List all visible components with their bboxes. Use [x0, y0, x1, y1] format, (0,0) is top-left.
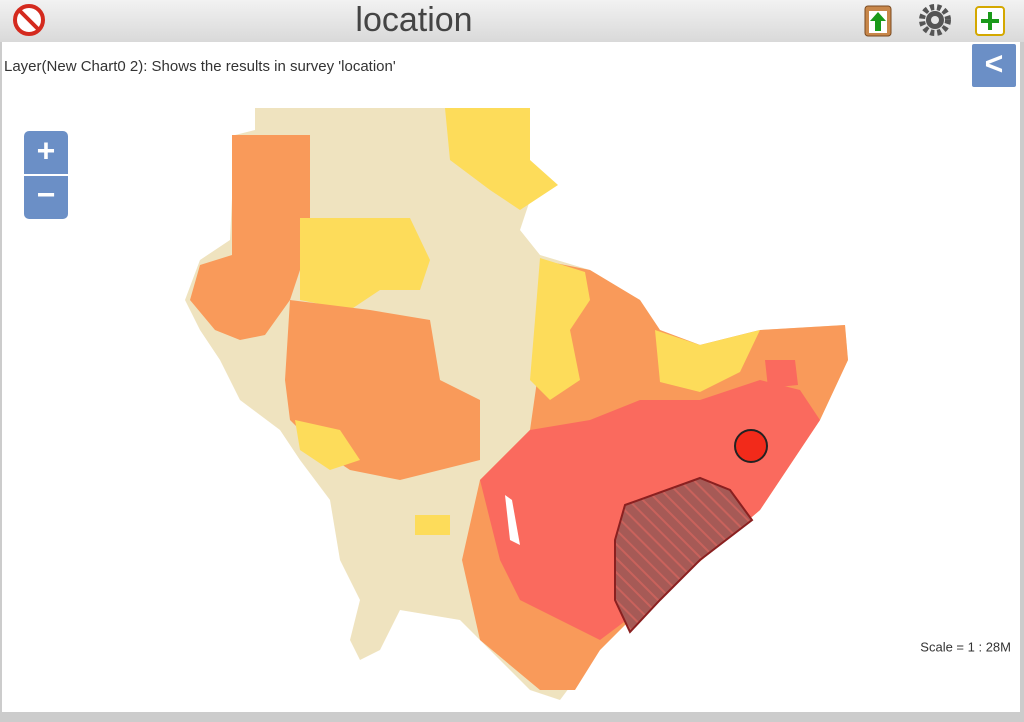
zoom-out[interactable]: −: [37, 176, 56, 212]
page-title: location: [355, 1, 472, 39]
layer-description: Layer(New Chart0 2): Shows the results i…: [4, 58, 396, 75]
zoom-control: + −: [24, 131, 68, 219]
close-button[interactable]: [13, 4, 45, 36]
toolbar: [0, 0, 1024, 42]
zoom-in[interactable]: +: [37, 132, 56, 168]
export-button[interactable]: [864, 5, 892, 37]
settings-button[interactable]: [919, 4, 951, 36]
map-scale: Scale = 1 : 28M: [920, 639, 1011, 654]
panel-toggle-button[interactable]: <: [972, 44, 1016, 87]
panel-toggle[interactable]: <: [985, 45, 1004, 81]
add-button[interactable]: [975, 6, 1005, 36]
map[interactable]: [185, 108, 848, 700]
